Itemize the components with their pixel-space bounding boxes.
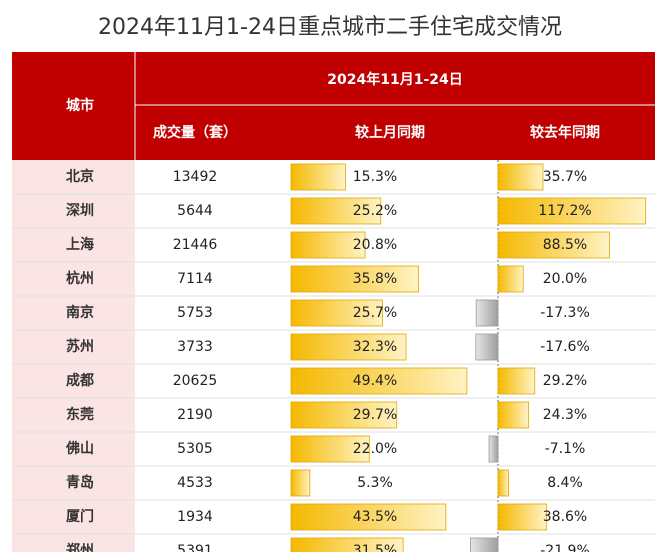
mom-bar xyxy=(290,401,398,429)
city: 郑州 xyxy=(66,542,94,552)
volume: 20625 xyxy=(173,373,218,389)
yoy-bar xyxy=(497,197,647,225)
city: 南京 xyxy=(66,304,94,321)
city: 佛山 xyxy=(65,440,94,457)
city: 北京 xyxy=(66,168,94,185)
title: 2024年11月1-24日重点城市二手住宅成交情况 xyxy=(98,15,562,40)
mom-label: 43.5% xyxy=(353,509,397,525)
mom-bar xyxy=(290,435,370,463)
volume: 5391 xyxy=(177,543,213,552)
city-column-bg xyxy=(12,160,135,556)
mom-label: 32.3% xyxy=(353,339,397,355)
mom-label: 15.3% xyxy=(353,169,397,185)
header-city: 城市 xyxy=(66,97,94,114)
header-bg xyxy=(12,52,655,160)
yoy-label: -7.1% xyxy=(545,441,586,457)
mom-bar xyxy=(290,265,419,293)
yoy-label: 88.5% xyxy=(543,237,587,253)
yoy-bar xyxy=(497,503,548,531)
yoy-label: 117.2% xyxy=(538,203,591,219)
mom-bar xyxy=(290,231,366,259)
yoy-label: 35.7% xyxy=(543,169,587,185)
header-volume: 成交量（套） xyxy=(153,124,237,141)
header-yoy: 较去年同期 xyxy=(530,124,600,141)
yoy-bar xyxy=(475,333,499,361)
mom-bar xyxy=(290,299,383,327)
volume: 1934 xyxy=(177,509,213,525)
yoy-bar xyxy=(497,367,536,395)
yoy-bar xyxy=(497,401,530,429)
header-period: 2024年11月1-24日 xyxy=(327,71,462,88)
volume: 5305 xyxy=(177,441,213,457)
volume: 5644 xyxy=(177,203,213,219)
yoy-label: 8.4% xyxy=(547,475,583,491)
yoy-label: -21.9% xyxy=(540,543,590,552)
volume: 3733 xyxy=(177,339,213,355)
city: 苏州 xyxy=(66,338,94,355)
volume: 13492 xyxy=(173,169,218,185)
volume: 21446 xyxy=(173,237,218,253)
city: 杭州 xyxy=(66,270,94,287)
volume: 2190 xyxy=(177,407,213,423)
yoy-label: -17.3% xyxy=(540,305,590,321)
city: 深圳 xyxy=(66,202,94,219)
mom-label: 20.8% xyxy=(353,237,397,253)
volume: 7114 xyxy=(177,271,213,287)
yoy-bar xyxy=(497,265,524,293)
volume: 4533 xyxy=(177,475,213,491)
mom-label: 25.7% xyxy=(353,305,397,321)
city: 青岛 xyxy=(66,474,94,491)
mom-label: 31.5% xyxy=(353,543,397,552)
yoy-bar xyxy=(497,469,509,497)
city: 成都 xyxy=(66,372,94,389)
mom-label: 25.2% xyxy=(353,203,397,219)
yoy-label: 24.3% xyxy=(543,407,587,423)
mom-bar xyxy=(290,469,311,497)
mom-label: 29.7% xyxy=(353,407,397,423)
yoy-bar xyxy=(497,231,610,259)
yoy-bar xyxy=(470,537,499,556)
header-mom: 较上月同期 xyxy=(355,124,425,141)
mom-bar xyxy=(290,197,382,225)
city: 厦门 xyxy=(66,508,94,525)
yoy-label: -17.6% xyxy=(540,339,590,355)
mom-label: 35.8% xyxy=(353,271,397,287)
yoy-label: 29.2% xyxy=(543,373,587,389)
yoy-label: 38.6% xyxy=(543,509,587,525)
yoy-bar xyxy=(497,163,544,191)
city: 上海 xyxy=(66,236,94,253)
mom-bar xyxy=(290,333,407,361)
mom-label: 22.0% xyxy=(353,441,397,457)
mom-bar xyxy=(290,367,468,395)
mom-label: 49.4% xyxy=(353,373,397,389)
yoy-label: 20.0% xyxy=(543,271,587,287)
mom-bar xyxy=(290,163,346,191)
mom-label: 5.3% xyxy=(357,475,393,491)
volume: 5753 xyxy=(177,305,213,321)
yoy-bar xyxy=(488,435,499,463)
city: 东莞 xyxy=(66,406,94,423)
yoy-bar xyxy=(475,299,499,327)
mom-bar xyxy=(290,503,447,531)
